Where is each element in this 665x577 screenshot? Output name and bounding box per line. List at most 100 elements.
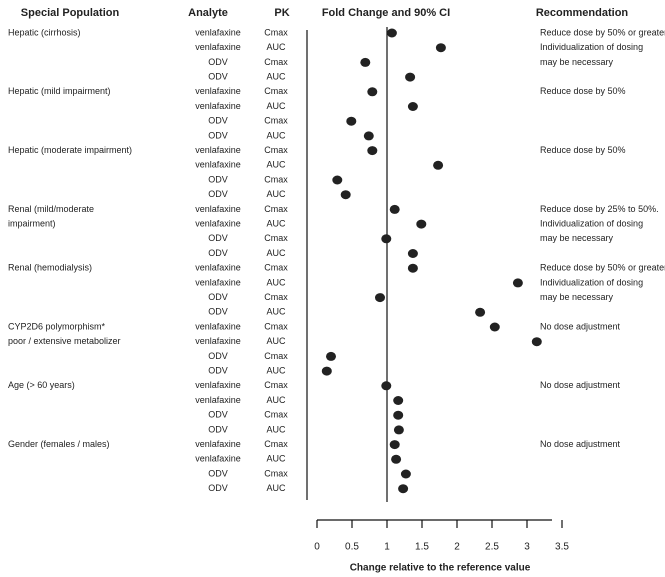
pk-label: AUC [266,189,286,199]
recommendation: No dose adjustment [540,380,621,390]
analyte-label: venlafaxine [195,101,241,111]
pk-label: AUC [266,71,286,81]
pk-label: AUC [266,365,286,375]
pk-label: Cmax [264,204,288,214]
analyte-label: venlafaxine [195,42,241,52]
recommendation: No dose adjustment [540,439,621,449]
analyte-label: ODV [208,174,228,184]
analyte-label: venlafaxine [195,380,241,390]
estimate-dot [381,234,392,244]
analyte-label: venlafaxine [195,321,241,331]
analyte-label: venlafaxine [195,395,241,405]
x-tick-label: 0.5 [345,542,359,553]
estimate-dot [400,469,411,479]
recommendation: Reduce dose by 50% [540,86,626,96]
estimate-dot [393,425,404,435]
pk-label: AUC [266,101,286,111]
pk-label: Cmax [264,263,288,273]
estimate-dot [340,190,351,200]
analyte-label: ODV [208,468,228,478]
estimate-dot [360,57,371,67]
analyte-label: ODV [208,292,228,302]
estimate-dot [407,263,418,273]
population-label: poor / extensive metabolizer [8,336,121,346]
population-label: Renal (mild/moderate [8,204,94,214]
pk-label: Cmax [264,351,288,361]
analyte-label: venlafaxine [195,454,241,464]
estimate-dot [381,381,392,391]
pk-label: Cmax [264,292,288,302]
recommendation: may be necessary [540,233,614,243]
pk-label: AUC [266,307,286,317]
population-label: Renal (hemodialysis) [8,263,92,273]
pk-label: AUC [266,454,286,464]
x-tick-label: 1.5 [415,542,429,553]
pk-label: AUC [266,336,286,346]
analyte-label: ODV [208,307,228,317]
recommendation: Individualization of dosing [540,42,643,52]
analyte-label: venlafaxine [195,336,241,346]
analyte-label: venlafaxine [195,263,241,273]
header: PK [274,7,289,19]
estimate-dot [393,410,404,420]
analyte-label: ODV [208,233,228,243]
estimate-dot [416,219,427,229]
estimate-dot [389,440,400,450]
analyte-label: ODV [208,71,228,81]
pk-label: Cmax [264,86,288,96]
estimate-dot [375,293,385,303]
analyte-label: ODV [208,351,228,361]
pk-label: Cmax [264,116,288,126]
analyte-label: venlafaxine [195,160,241,170]
recommendation: Individualization of dosing [540,218,643,228]
pk-label: Cmax [264,321,288,331]
recommendation: may be necessary [540,57,614,67]
analyte-label: venlafaxine [195,27,241,37]
pk-label: Cmax [264,27,288,37]
pk-label: AUC [266,42,286,52]
estimate-dot [326,351,336,361]
analyte-label: ODV [208,365,228,375]
pk-label: AUC [266,130,286,140]
estimate-dot [386,28,397,38]
x-tick-label: 1 [384,542,390,553]
x-tick-label: 2 [454,542,460,553]
estimate-dot [391,454,402,464]
pk-label: Cmax [264,410,288,420]
population-label: Hepatic (cirrhosis) [8,27,81,37]
pk-label: Cmax [264,174,288,184]
header: Analyte [188,7,228,19]
pk-label: AUC [266,218,286,228]
pk-label: AUC [266,424,286,434]
estimate-dot [363,131,374,141]
x-tick-label: 0 [314,542,320,553]
estimate-dot [512,278,523,288]
analyte-label: ODV [208,116,228,126]
pk-label: AUC [266,248,286,258]
x-tick-label: 3.5 [555,542,569,553]
analyte-label: ODV [208,424,228,434]
estimate-dot [433,160,444,170]
estimate-dot [407,102,418,111]
analyte-label: venlafaxine [195,86,241,96]
chart-title: Fold Change and 90% CI [322,7,450,19]
estimate-dot [405,72,416,82]
estimate-dot [398,484,409,494]
pk-label: Cmax [264,145,288,155]
analyte-label: ODV [208,189,228,199]
estimate-dot [531,337,542,347]
analyte-label: ODV [208,130,228,140]
pk-label: Cmax [264,233,288,243]
estimate-dot [389,204,400,214]
analyte-label: ODV [208,248,228,258]
pk-label: AUC [266,277,286,287]
analyte-label: venlafaxine [195,218,241,228]
estimate-dot [407,249,418,258]
population-label: Hepatic (mild impairment) [8,86,111,96]
recommendation: Reduce dose by 50% or greater [540,263,665,273]
estimate-dot [332,175,343,185]
recommendation: Reduce dose by 50% [540,145,626,155]
analyte-label: venlafaxine [195,277,241,287]
analyte-label: venlafaxine [195,145,241,155]
